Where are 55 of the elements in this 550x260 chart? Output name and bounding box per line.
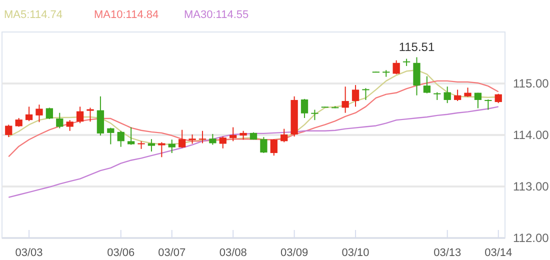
- annotation: 115.51: [398, 40, 435, 54]
- x-tick-label: 03/07: [158, 247, 186, 259]
- candlestick: [311, 109, 318, 121]
- candlestick: [464, 87, 472, 98]
- candlestick: [76, 106, 84, 124]
- x-tick-label: 03/09: [280, 247, 308, 259]
- line-series: [8, 106, 499, 198]
- candlestick: [168, 139, 176, 154]
- x-tick-label: 03/14: [484, 247, 512, 259]
- candlestick: [392, 60, 400, 75]
- candlestick: [423, 76, 431, 94]
- candlestick: [198, 130, 206, 144]
- candlestick: [454, 89, 462, 102]
- candlestick: [413, 56, 420, 96]
- candlestick: [56, 112, 64, 129]
- candlestick: [300, 98, 308, 119]
- candlestick: [46, 107, 54, 120]
- candlestick: [86, 107, 94, 122]
- candlestick: [484, 98, 492, 110]
- text: MA5:114.74: [4, 9, 63, 21]
- y-tick-label: 113.00: [513, 180, 550, 194]
- candlestick: [474, 92, 482, 109]
- y-tick-label: 112.00: [513, 231, 550, 245]
- candlestick: [270, 138, 278, 156]
- candlestick: [342, 86, 349, 114]
- candlestick: [362, 88, 370, 100]
- text: MA30:114.55: [184, 9, 249, 21]
- candlestick: [5, 124, 12, 138]
- text: MA10:114.84: [94, 9, 159, 21]
- candlestick: [25, 106, 33, 122]
- candlestick: [96, 96, 104, 136]
- candlestick: [352, 84, 360, 108]
- candlestick: [209, 133, 216, 146]
- candlestick: [158, 142, 166, 158]
- y-tick-label: 114.00: [513, 128, 550, 142]
- candlestick: [178, 129, 186, 148]
- x-tick-label: 03/08: [219, 247, 247, 259]
- candlestick: [36, 104, 43, 123]
- candlestick: [230, 126, 237, 142]
- candlestick: [188, 134, 196, 144]
- candlestick: [66, 120, 74, 132]
- y-tick-label: 115.00: [513, 76, 550, 90]
- candlestick: [444, 86, 451, 104]
- candlestick: [219, 136, 226, 149]
- candlestick: [117, 130, 124, 148]
- x-tick-label: 03/10: [342, 247, 370, 259]
- candlestick: [127, 126, 135, 146]
- candlestick: [260, 136, 268, 154]
- candlestick: [494, 93, 502, 104]
- candlestick: [280, 128, 288, 143]
- x-tick-label: 03/13: [434, 247, 462, 259]
- candlestick: [107, 127, 114, 145]
- x-tick-label: 03/06: [107, 247, 135, 259]
- candlestick: [148, 138, 156, 152]
- x-tick-label: 03/03: [15, 247, 43, 259]
